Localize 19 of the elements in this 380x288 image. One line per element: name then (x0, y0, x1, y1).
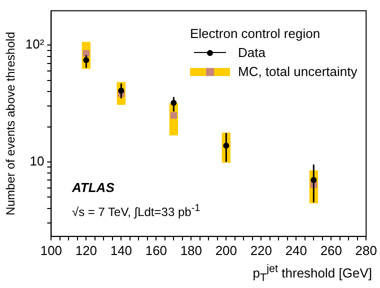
x-tick-label: 160 (145, 242, 168, 258)
x-tick-label: 100 (40, 242, 62, 258)
legend-label: Data (238, 45, 266, 60)
y-tick-label: 10² (25, 36, 45, 52)
x-tick-label: 140 (110, 242, 132, 258)
y-tick-label: 10 (30, 153, 44, 168)
x-tick-label: 120 (75, 242, 98, 258)
annotation: √s = 7 TeV, ∫Ldt=33 pb$^{-1}$ (72, 203, 200, 219)
x-tick-label: 220 (250, 242, 272, 258)
x-tick-label: 260 (320, 242, 342, 258)
x-axis-title: p$_{T}$$^{jet}$ threshold [GeV] (252, 263, 372, 284)
y-axis-title: Number of events above threshold (4, 32, 18, 216)
x-tick-label: 180 (180, 242, 202, 258)
x-tick-label: 240 (285, 242, 308, 258)
legend-label: MC, total uncertainty (238, 64, 358, 79)
x-tick-label: 280 (355, 242, 378, 258)
legend-title: Electron control region (190, 26, 322, 41)
annotation: ATLAS (72, 180, 116, 195)
x-tick-label: 200 (215, 242, 238, 258)
